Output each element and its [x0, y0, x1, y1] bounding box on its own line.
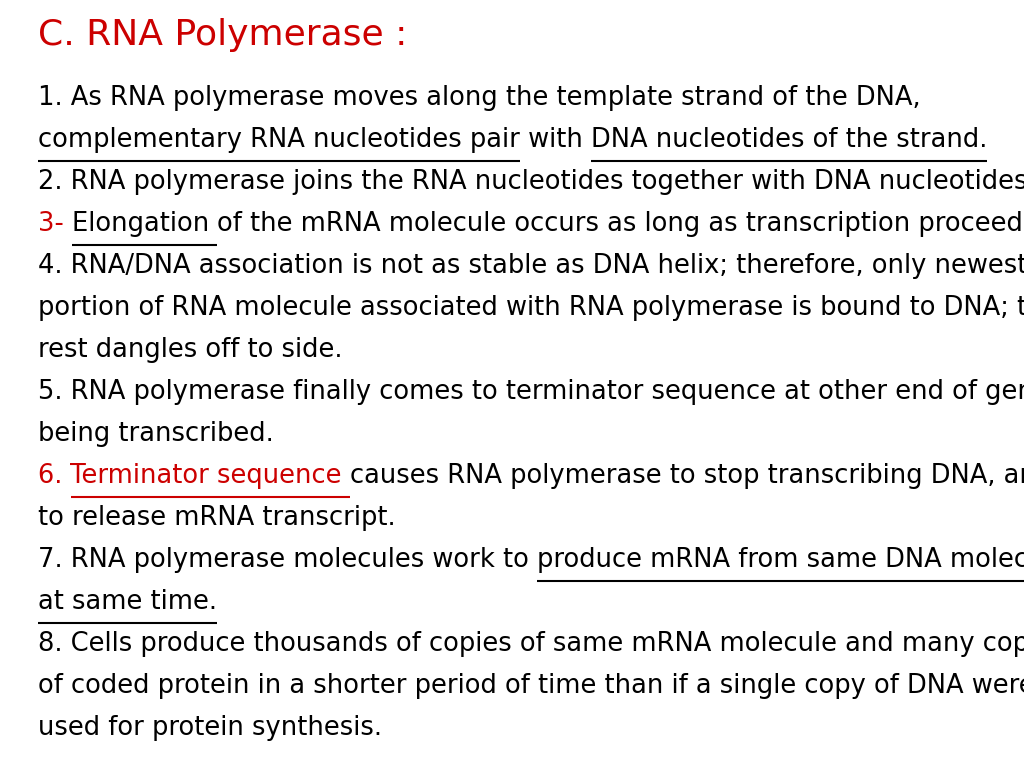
Text: 4. RNA/DNA association is not as stable as DNA helix; therefore, only newest: 4. RNA/DNA association is not as stable …	[38, 253, 1024, 279]
Text: portion of RNA molecule associated with RNA polymerase is bound to DNA; the: portion of RNA molecule associated with …	[38, 295, 1024, 321]
Text: with: with	[520, 127, 591, 153]
Text: DNA nucleotides of the strand.: DNA nucleotides of the strand.	[591, 127, 987, 153]
Text: of the mRNA molecule occurs as long as transcription proceeds.: of the mRNA molecule occurs as long as t…	[217, 211, 1024, 237]
Text: causes RNA polymerase to stop transcribing DNA, and: causes RNA polymerase to stop transcribi…	[350, 463, 1024, 489]
Text: 1. As RNA polymerase moves along the template strand of the DNA,: 1. As RNA polymerase moves along the tem…	[38, 85, 921, 111]
Text: being transcribed.: being transcribed.	[38, 421, 273, 447]
Text: 2. RNA polymerase joins the RNA nucleotides together with DNA nucleotides: 2. RNA polymerase joins the RNA nucleoti…	[38, 169, 1024, 195]
Text: complementary RNA nucleotides pair: complementary RNA nucleotides pair	[38, 127, 520, 153]
Text: C. RNA Polymerase :: C. RNA Polymerase :	[38, 18, 408, 52]
Text: Terminator sequence: Terminator sequence	[71, 463, 350, 489]
Text: Elongation: Elongation	[72, 211, 217, 237]
Text: 8. Cells produce thousands of copies of same mRNA molecule and many copies: 8. Cells produce thousands of copies of …	[38, 631, 1024, 657]
Text: at same time.: at same time.	[38, 589, 217, 615]
Text: 7. RNA polymerase molecules work to: 7. RNA polymerase molecules work to	[38, 547, 537, 573]
Text: to release mRNA transcript.: to release mRNA transcript.	[38, 505, 395, 531]
Text: 3-: 3-	[38, 211, 72, 237]
Text: 5. RNA polymerase finally comes to terminator sequence at other end of gene: 5. RNA polymerase finally comes to termi…	[38, 379, 1024, 405]
Text: rest dangles off to side.: rest dangles off to side.	[38, 337, 342, 363]
Text: used for protein synthesis.: used for protein synthesis.	[38, 715, 382, 741]
Text: produce mRNA from same DNA molecule: produce mRNA from same DNA molecule	[537, 547, 1024, 573]
Text: 6.: 6.	[38, 463, 71, 489]
Text: of coded protein in a shorter period of time than if a single copy of DNA were: of coded protein in a shorter period of …	[38, 673, 1024, 699]
